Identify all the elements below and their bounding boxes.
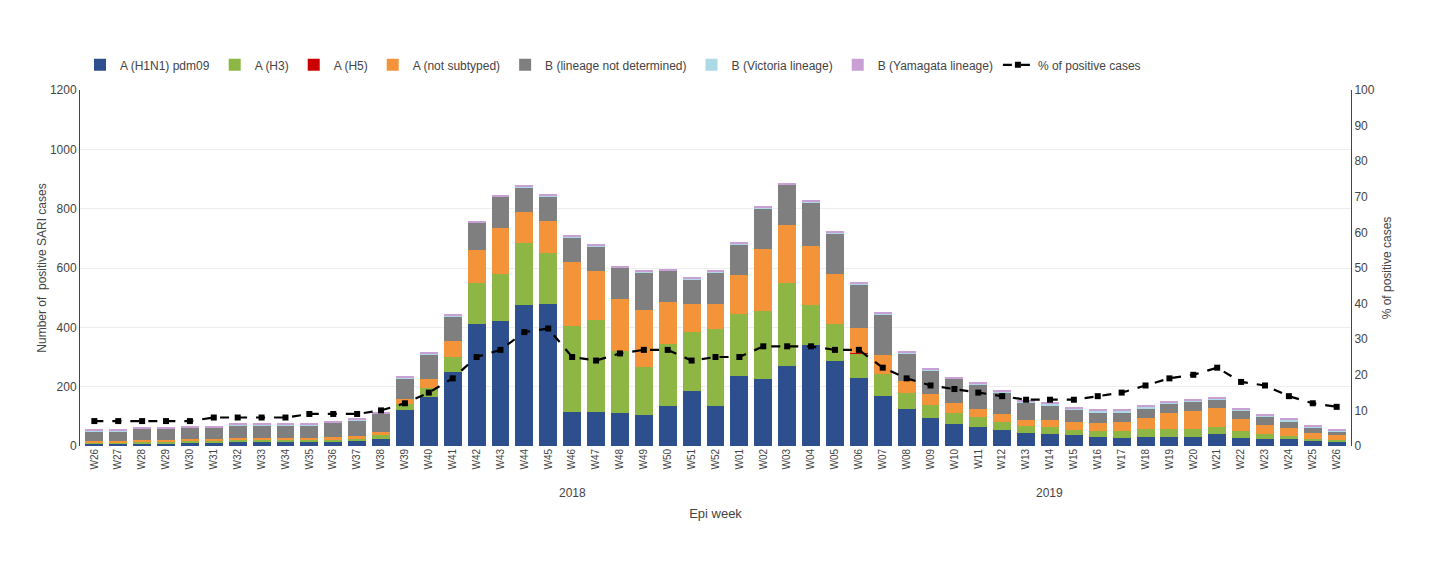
svg-text:W45: W45 — [543, 449, 554, 470]
svg-text:20: 20 — [1354, 368, 1368, 382]
svg-text:2018: 2018 — [559, 486, 586, 500]
svg-text:% of positive cases: % of positive cases — [1380, 217, 1394, 320]
svg-text:W24: W24 — [1283, 449, 1294, 470]
svg-text:W06: W06 — [853, 449, 864, 470]
svg-text:W09: W09 — [925, 449, 936, 470]
svg-text:W31: W31 — [208, 449, 219, 470]
svg-text:W36: W36 — [327, 449, 338, 470]
svg-text:2019: 2019 — [1036, 486, 1063, 500]
svg-text:Epi week: Epi week — [689, 506, 742, 521]
svg-text:600: 600 — [57, 261, 77, 275]
svg-text:W28: W28 — [136, 449, 147, 470]
svg-text:B (Victoria lineage): B (Victoria lineage) — [732, 59, 833, 73]
svg-text:W29: W29 — [160, 449, 171, 470]
svg-text:W42: W42 — [471, 449, 482, 470]
svg-text:W39: W39 — [399, 449, 410, 470]
svg-text:W19: W19 — [1164, 449, 1175, 470]
svg-text:1000: 1000 — [50, 143, 77, 157]
svg-text:W13: W13 — [1020, 449, 1031, 470]
svg-text:W14: W14 — [1044, 449, 1055, 470]
svg-text:W40: W40 — [423, 449, 434, 470]
svg-text:400: 400 — [57, 321, 77, 335]
svg-text:W23: W23 — [1259, 449, 1270, 470]
svg-text:W35: W35 — [304, 449, 315, 470]
svg-text:800: 800 — [57, 202, 77, 216]
svg-text:W01: W01 — [734, 449, 745, 470]
svg-text:W32: W32 — [232, 449, 243, 470]
svg-text:W38: W38 — [375, 449, 386, 470]
svg-text:% of positive cases: % of positive cases — [1038, 59, 1141, 73]
svg-text:W33: W33 — [256, 449, 267, 470]
svg-text:100: 100 — [1354, 83, 1374, 97]
svg-text:40: 40 — [1354, 297, 1368, 311]
svg-text:W03: W03 — [781, 449, 792, 470]
svg-text:50: 50 — [1354, 261, 1368, 275]
svg-text:A (H3): A (H3) — [255, 59, 289, 73]
svg-text:W37: W37 — [351, 449, 362, 470]
svg-text:W04: W04 — [805, 449, 816, 470]
svg-text:W11: W11 — [973, 449, 984, 469]
svg-text:200: 200 — [57, 380, 77, 394]
svg-text:W15: W15 — [1068, 449, 1079, 470]
svg-text:0: 0 — [1354, 439, 1361, 453]
svg-text:W16: W16 — [1092, 449, 1103, 470]
svg-text:Number of positive SARI cases: Number of positive SARI cases — [35, 183, 49, 352]
svg-text:W44: W44 — [519, 449, 530, 470]
svg-text:W27: W27 — [112, 449, 123, 470]
svg-text:30: 30 — [1354, 332, 1368, 346]
svg-text:W34: W34 — [280, 449, 291, 470]
svg-text:W51: W51 — [686, 449, 697, 470]
svg-text:W20: W20 — [1188, 449, 1199, 470]
svg-text:W50: W50 — [662, 449, 673, 470]
svg-text:W47: W47 — [590, 449, 601, 470]
svg-text:A (H1N1) pdm09: A (H1N1) pdm09 — [120, 59, 210, 73]
svg-text:B (Yamagata lineage): B (Yamagata lineage) — [878, 59, 993, 73]
svg-text:W18: W18 — [1140, 449, 1151, 470]
svg-text:60: 60 — [1354, 226, 1368, 240]
svg-text:W17: W17 — [1116, 449, 1127, 470]
svg-text:W02: W02 — [758, 449, 769, 470]
svg-text:W10: W10 — [949, 449, 960, 470]
svg-text:W21: W21 — [1211, 449, 1222, 470]
svg-text:90: 90 — [1354, 119, 1368, 133]
svg-text:W43: W43 — [495, 449, 506, 470]
svg-text:A (H5): A (H5) — [334, 59, 368, 73]
svg-text:W12: W12 — [996, 449, 1007, 470]
svg-text:W05: W05 — [829, 449, 840, 470]
svg-text:W30: W30 — [184, 449, 195, 470]
svg-text:10: 10 — [1354, 404, 1368, 418]
svg-text:W48: W48 — [614, 449, 625, 470]
svg-text:B (lineage not determined): B (lineage not determined) — [545, 59, 686, 73]
svg-text:W22: W22 — [1235, 449, 1246, 470]
svg-text:70: 70 — [1354, 190, 1368, 204]
svg-text:W46: W46 — [566, 449, 577, 470]
svg-text:W07: W07 — [877, 449, 888, 470]
svg-text:W25: W25 — [1307, 449, 1318, 470]
svg-text:W49: W49 — [638, 449, 649, 470]
svg-text:W41: W41 — [447, 449, 458, 470]
svg-text:1200: 1200 — [50, 83, 77, 97]
svg-text:80: 80 — [1354, 154, 1368, 168]
svg-text:W26: W26 — [1331, 449, 1342, 470]
svg-text:A (not subtyped): A (not subtyped) — [413, 59, 500, 73]
svg-text:0: 0 — [70, 439, 77, 453]
svg-text:W26: W26 — [89, 449, 100, 470]
svg-text:W08: W08 — [901, 449, 912, 470]
svg-text:W52: W52 — [710, 449, 721, 470]
